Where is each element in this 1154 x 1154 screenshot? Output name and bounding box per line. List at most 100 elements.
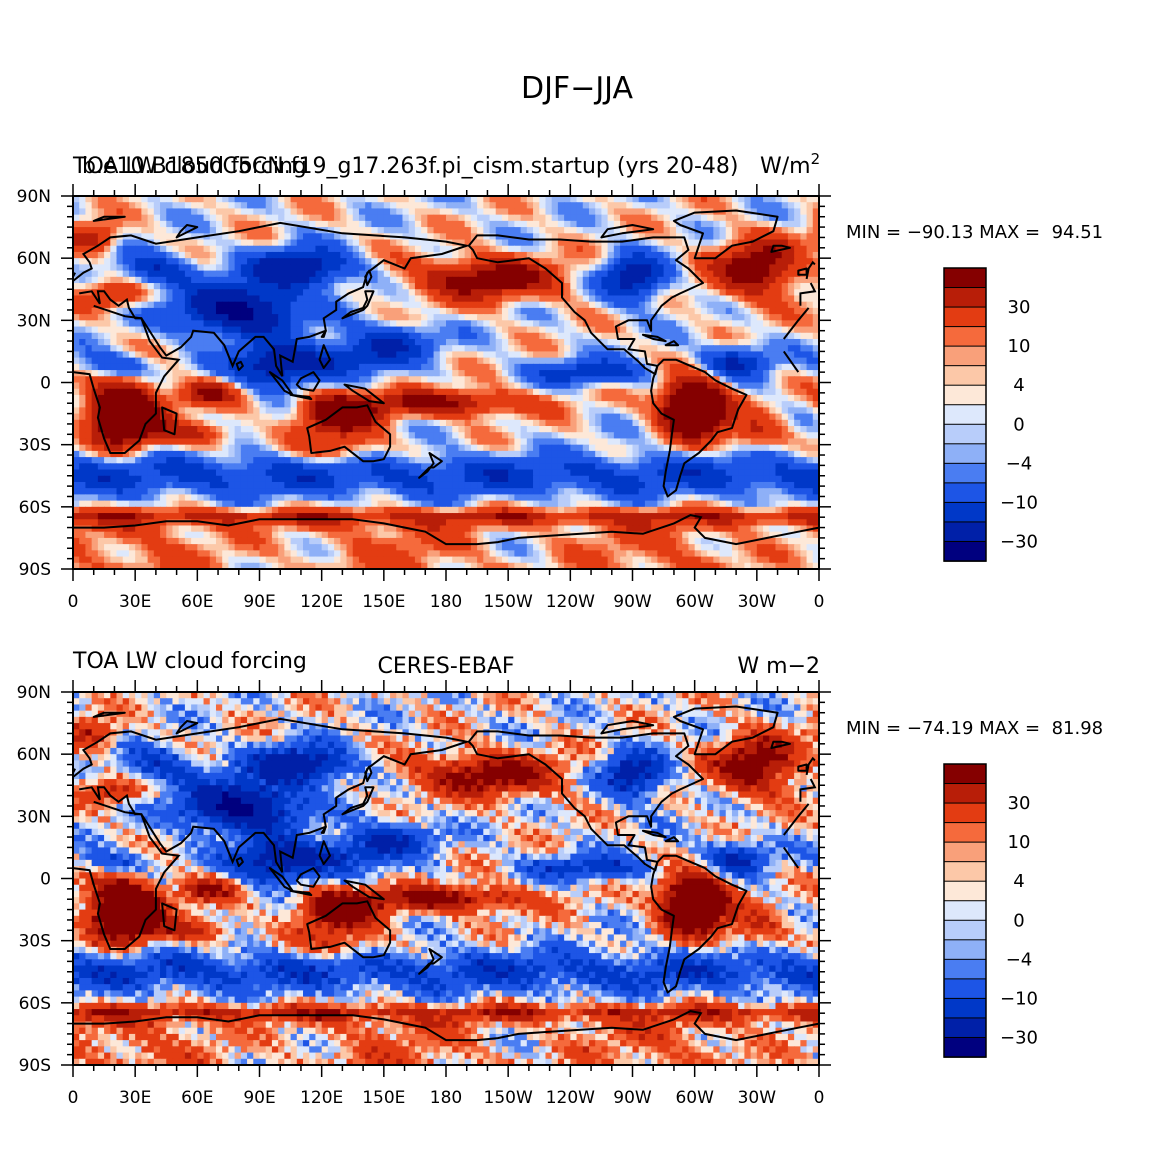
field-cell bbox=[707, 276, 714, 284]
field-cell bbox=[191, 376, 198, 384]
field-cell bbox=[769, 376, 777, 384]
field-cell bbox=[346, 388, 354, 396]
field-cell bbox=[290, 208, 298, 216]
field-cell bbox=[557, 264, 565, 272]
field-cell bbox=[228, 332, 236, 340]
field-cell bbox=[402, 245, 410, 253]
field-cell bbox=[651, 220, 658, 228]
field-cell bbox=[464, 338, 472, 346]
field-cell bbox=[116, 351, 124, 359]
field-cell bbox=[122, 264, 130, 272]
field-cell bbox=[253, 251, 261, 259]
field-cell bbox=[651, 314, 658, 321]
field-cell bbox=[160, 251, 167, 259]
field-cell bbox=[184, 450, 192, 458]
field-cell bbox=[439, 382, 447, 390]
field-cell bbox=[508, 245, 515, 253]
field-cell bbox=[327, 233, 335, 241]
field-cell bbox=[191, 314, 198, 321]
field-cell bbox=[315, 407, 323, 415]
field-cell bbox=[91, 326, 99, 334]
field-cell bbox=[390, 258, 397, 265]
field-cell bbox=[644, 388, 652, 396]
field-cell bbox=[620, 270, 627, 278]
field-cell bbox=[358, 258, 366, 265]
field-cell bbox=[358, 233, 366, 241]
field-cell bbox=[477, 345, 484, 353]
field-cell bbox=[209, 220, 217, 228]
field-cell bbox=[203, 289, 211, 297]
field-cell bbox=[240, 295, 248, 303]
field-cell bbox=[166, 227, 174, 234]
field-cell bbox=[501, 332, 509, 340]
field-cell bbox=[551, 208, 559, 216]
field-cell bbox=[141, 394, 149, 402]
field-cell bbox=[365, 239, 372, 247]
field-cell bbox=[421, 438, 428, 446]
field-cell bbox=[495, 426, 503, 433]
field-cell bbox=[719, 345, 727, 353]
field-cell bbox=[97, 338, 105, 346]
field-cell bbox=[763, 295, 770, 303]
field-cell bbox=[719, 382, 727, 390]
field-cell bbox=[383, 426, 391, 433]
field-cell bbox=[85, 401, 93, 408]
field-cell bbox=[166, 326, 174, 334]
field-cell bbox=[296, 388, 304, 396]
field-cell bbox=[303, 251, 310, 259]
field-cell bbox=[707, 413, 714, 421]
field-cell bbox=[576, 401, 584, 408]
field-cell bbox=[247, 351, 254, 359]
field-cell bbox=[669, 270, 677, 278]
field-cell bbox=[321, 196, 329, 203]
field-cell bbox=[495, 357, 503, 365]
field-cell bbox=[707, 239, 714, 247]
field-cell bbox=[427, 401, 435, 408]
field-cell bbox=[191, 363, 198, 371]
field-cell bbox=[352, 276, 360, 284]
field-cell bbox=[763, 289, 770, 297]
field-cell bbox=[290, 251, 298, 259]
field-cell bbox=[321, 202, 329, 210]
field-cell bbox=[402, 320, 410, 328]
field-cell bbox=[632, 301, 640, 309]
field-cell bbox=[501, 351, 509, 359]
field-cell bbox=[421, 208, 428, 216]
field-cell bbox=[719, 245, 727, 253]
field-cell bbox=[452, 363, 460, 371]
field-cell bbox=[464, 264, 472, 272]
field-cell bbox=[763, 376, 770, 384]
field-cell bbox=[738, 332, 745, 340]
field-cell bbox=[253, 314, 261, 321]
field-cell bbox=[197, 214, 205, 222]
field-cell bbox=[533, 426, 540, 433]
field-cell bbox=[203, 295, 211, 303]
field-cell bbox=[427, 270, 435, 278]
field-cell bbox=[439, 357, 447, 365]
field-cell bbox=[787, 394, 795, 402]
field-cell bbox=[439, 214, 447, 222]
field-cell bbox=[433, 351, 441, 359]
field-cell bbox=[769, 370, 777, 377]
field-cell bbox=[669, 345, 677, 353]
field-cell bbox=[570, 264, 578, 272]
field-cell bbox=[439, 220, 447, 228]
field-cell bbox=[346, 270, 354, 278]
field-cell bbox=[284, 407, 292, 415]
field-cell bbox=[85, 351, 93, 359]
field-cell bbox=[371, 357, 379, 365]
field-cell bbox=[688, 295, 696, 303]
field-cell bbox=[601, 332, 609, 340]
field-cell bbox=[526, 332, 534, 340]
field-cell bbox=[483, 239, 491, 247]
field-cell bbox=[184, 245, 192, 253]
field-cell bbox=[116, 314, 124, 321]
field-cell bbox=[253, 370, 261, 377]
field-cell bbox=[700, 357, 708, 365]
field-cell bbox=[651, 382, 658, 390]
field-cell bbox=[607, 264, 615, 272]
field-cell bbox=[135, 239, 142, 247]
field-cell bbox=[763, 326, 770, 334]
field-cell bbox=[73, 407, 80, 415]
field-cell bbox=[483, 301, 491, 309]
